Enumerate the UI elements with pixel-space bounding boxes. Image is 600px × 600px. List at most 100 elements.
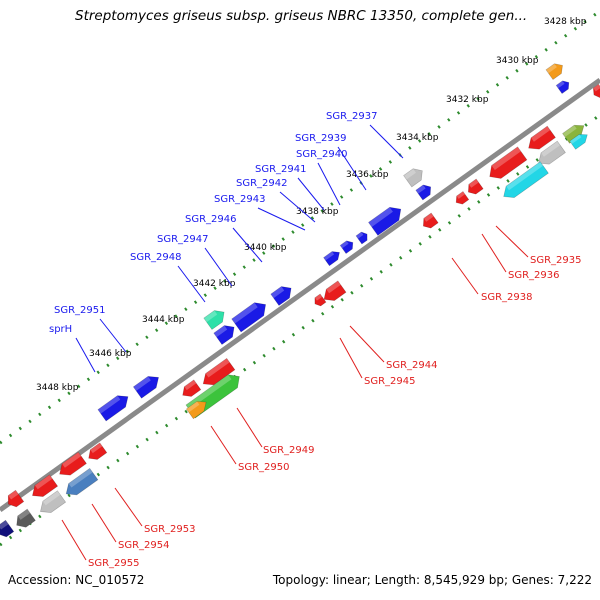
gene-arrow[interactable] — [339, 238, 356, 254]
callout-line — [451, 257, 479, 295]
gene-arrow[interactable] — [36, 490, 67, 518]
gene-arrow[interactable] — [56, 451, 87, 480]
gene-label[interactable]: SGR_2945 — [364, 376, 416, 387]
callout-line — [337, 146, 367, 191]
gene-label[interactable]: SGR_2953 — [144, 524, 196, 535]
gene-arrow[interactable] — [62, 467, 99, 499]
tick-label: 3430 kbp — [496, 56, 539, 66]
tick-label: 3440 kbp — [244, 243, 287, 253]
gene-label[interactable]: SGR_2950 — [238, 462, 290, 473]
gene-arrow[interactable] — [415, 182, 434, 201]
gene-label[interactable]: SGR_2954 — [118, 540, 170, 551]
gene-arrow[interactable] — [270, 282, 295, 306]
callout-line — [369, 124, 404, 159]
map-title: Streptomyces griseus subsp. griseus NBRC… — [75, 8, 528, 24]
tick-label: 3438 kbp — [296, 207, 339, 217]
gene-label[interactable]: SGR_2937 — [326, 111, 378, 122]
gene-label[interactable]: SGR_2939 — [295, 133, 347, 144]
gene-arrow[interactable] — [213, 321, 238, 345]
callout-line — [481, 233, 507, 273]
bottom-strand-genes — [0, 83, 600, 540]
gene-label[interactable]: SGR_2948 — [130, 252, 182, 263]
gene-label[interactable]: SGR_2938 — [481, 292, 533, 303]
callout-line — [339, 337, 363, 379]
gene-arrow[interactable] — [85, 442, 108, 463]
callout-line — [99, 318, 127, 353]
gene-arrow[interactable] — [320, 280, 347, 305]
callout-line — [232, 227, 263, 263]
outer-top-dotted-track — [0, 9, 600, 445]
gene-arrow[interactable] — [555, 78, 572, 94]
callout-line — [257, 207, 306, 231]
gene-arrow[interactable] — [590, 83, 600, 100]
callout-line — [279, 191, 316, 223]
gene-label[interactable]: SGR_2951 — [54, 305, 106, 316]
gene-arrow[interactable] — [323, 248, 343, 267]
gene-arrow[interactable] — [199, 357, 236, 389]
gene-arrow[interactable] — [420, 212, 439, 231]
gene-arrow[interactable] — [132, 372, 162, 399]
callout-line — [236, 407, 263, 448]
bottom-callouts: SGR_2935 SGR_2936 SGR_2938 SGR_2944 SGR_2945… — [61, 225, 582, 569]
gene-arrow[interactable] — [355, 230, 370, 245]
gene-label[interactable]: sprH — [49, 324, 72, 335]
callout-line — [114, 487, 143, 527]
callout-line — [91, 503, 117, 543]
gene-label[interactable]: SGR_2936 — [508, 270, 560, 281]
gene-arrow[interactable] — [562, 121, 588, 144]
accession-text: Accession: NC_010572 — [8, 573, 145, 587]
callout-line — [210, 425, 237, 465]
genome-summary-text: Topology: linear; Length: 8,545,929 bp; … — [272, 573, 592, 587]
gene-arrow[interactable] — [13, 508, 36, 531]
gene-arrow[interactable] — [485, 146, 528, 183]
gene-arrow[interactable] — [4, 489, 25, 510]
gene-arrow[interactable] — [569, 131, 590, 150]
gene-arrow[interactable] — [500, 161, 549, 202]
backbone-line — [0, 77, 600, 513]
gene-label[interactable]: SGR_2955 — [88, 558, 140, 569]
gene-arrow[interactable] — [465, 178, 484, 197]
gene-arrow[interactable] — [368, 203, 406, 236]
tick-label: 3442 kbp — [193, 279, 236, 289]
gene-arrow[interactable] — [231, 298, 271, 333]
callout-line — [297, 177, 325, 211]
gene-label[interactable]: SGR_2947 — [157, 234, 209, 245]
gene-arrow[interactable] — [535, 140, 566, 169]
top-strand-genes — [97, 60, 572, 422]
callout-line — [204, 247, 233, 287]
gene-arrow[interactable] — [312, 293, 327, 308]
gene-label[interactable]: SGR_2949 — [263, 445, 315, 456]
gene-label[interactable]: SGR_2940 — [296, 149, 348, 160]
callout-line — [317, 162, 341, 206]
gene-label[interactable]: SGR_2943 — [214, 194, 266, 205]
gene-arrow[interactable] — [0, 519, 15, 540]
top-callouts: SGR_2937 SGR_2939 SGR_2940 SGR_2941 SGR_2942… — [49, 111, 404, 373]
gene-label[interactable]: SGR_2942 — [236, 178, 288, 189]
gene-arrow[interactable] — [525, 125, 556, 154]
tick-label: 3434 kbp — [396, 133, 439, 143]
callout-line — [177, 265, 206, 303]
gene-label[interactable]: SGR_2941 — [255, 164, 307, 175]
gene-arrow[interactable] — [28, 474, 59, 502]
tick-label: 3444 kbp — [142, 315, 185, 325]
tick-label: 3448 kbp — [36, 383, 79, 393]
gene-arrow[interactable] — [545, 60, 566, 80]
gene-arrow[interactable] — [185, 397, 209, 420]
tick-label: 3432 kbp — [446, 95, 489, 105]
gene-label[interactable]: SGR_2935 — [530, 255, 582, 266]
callout-line — [495, 225, 529, 258]
gene-label[interactable]: SGR_2944 — [386, 360, 438, 371]
gene-label[interactable]: SGR_2946 — [185, 214, 237, 225]
tick-label: 3446 kbp — [89, 349, 132, 359]
gene-arrow[interactable] — [179, 379, 202, 400]
tick-labels: 3428 kbp 3430 kbp 3432 kbp 3434 kbp 3436 kbp… — [36, 17, 587, 393]
gene-arrow[interactable] — [403, 165, 427, 188]
gene-arrow[interactable] — [453, 191, 470, 206]
tick-label: 3428 kbp — [544, 17, 587, 27]
tick-label: 3436 kbp — [346, 170, 389, 180]
callout-line — [61, 519, 87, 561]
gene-arrow[interactable] — [97, 391, 132, 422]
gene-arrow[interactable] — [203, 306, 228, 330]
